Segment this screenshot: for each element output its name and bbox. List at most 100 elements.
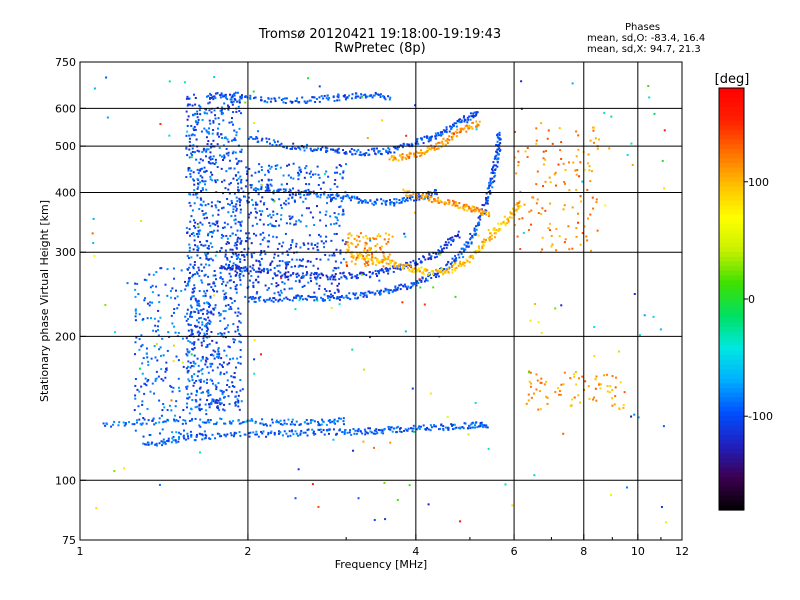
echo-point bbox=[304, 101, 307, 104]
echo-point bbox=[208, 421, 211, 424]
echo-point bbox=[255, 292, 258, 295]
echo-point bbox=[154, 422, 157, 425]
echo-point bbox=[330, 239, 333, 242]
echo-point bbox=[317, 505, 320, 508]
echo-point bbox=[235, 432, 238, 435]
echo-point bbox=[218, 401, 221, 404]
echo-point bbox=[401, 197, 404, 200]
echo-point bbox=[93, 87, 96, 90]
echo-point bbox=[323, 94, 326, 97]
echo-point bbox=[341, 149, 344, 152]
echo-point bbox=[273, 256, 276, 259]
echo-point bbox=[355, 275, 358, 278]
echo-point bbox=[357, 235, 360, 238]
echo-point bbox=[317, 233, 320, 236]
echo-point bbox=[158, 483, 161, 486]
echo-point bbox=[218, 314, 221, 317]
echo-point bbox=[199, 257, 202, 260]
echo-point bbox=[418, 427, 421, 430]
echo-point bbox=[317, 424, 320, 427]
echo-point bbox=[575, 235, 578, 238]
echo-point bbox=[225, 326, 228, 329]
echo-point bbox=[446, 138, 449, 141]
echo-point bbox=[336, 148, 339, 151]
echo-point bbox=[371, 259, 374, 262]
echo-point bbox=[299, 423, 302, 426]
echo-point bbox=[240, 94, 243, 97]
echo-point bbox=[545, 150, 548, 153]
echo-point bbox=[237, 361, 240, 364]
echo-point bbox=[622, 404, 625, 407]
echo-point bbox=[389, 259, 392, 262]
echo-point bbox=[329, 200, 332, 203]
echo-point bbox=[478, 208, 481, 211]
echo-point bbox=[356, 197, 359, 200]
echo-point bbox=[217, 347, 220, 350]
echo-point bbox=[345, 248, 348, 251]
echo-point bbox=[208, 343, 211, 346]
echo-point bbox=[190, 333, 193, 336]
colorbar-band bbox=[719, 495, 744, 502]
echo-point bbox=[427, 199, 430, 202]
echo-point bbox=[145, 279, 148, 282]
echo-point bbox=[364, 291, 367, 294]
echo-point bbox=[359, 291, 362, 294]
echo-point bbox=[235, 291, 238, 294]
echo-point bbox=[485, 198, 488, 201]
echo-point bbox=[124, 423, 127, 426]
echo-point bbox=[328, 418, 331, 421]
chart-subtitle: RwPretec (8p) bbox=[334, 41, 426, 56]
echo-point bbox=[151, 419, 154, 422]
echo-point bbox=[332, 96, 335, 99]
echo-point bbox=[376, 198, 379, 201]
echo-point bbox=[280, 218, 283, 221]
echo-point bbox=[412, 424, 415, 427]
echo-point bbox=[412, 190, 415, 193]
echo-point bbox=[267, 245, 270, 248]
echo-point bbox=[239, 211, 242, 214]
echo-point bbox=[484, 238, 487, 241]
echo-point bbox=[237, 311, 240, 314]
echo-point bbox=[286, 164, 289, 167]
echo-point bbox=[374, 201, 377, 204]
echo-point bbox=[336, 288, 339, 291]
echo-point bbox=[240, 178, 243, 181]
echo-point bbox=[229, 306, 232, 309]
colorbar-band bbox=[719, 500, 744, 506]
echo-point bbox=[374, 256, 377, 259]
echo-point bbox=[583, 225, 586, 228]
echo-point bbox=[228, 385, 231, 388]
echo-point bbox=[400, 263, 403, 266]
echo-point bbox=[190, 169, 193, 172]
echo-point bbox=[250, 254, 253, 257]
echo-point bbox=[474, 210, 477, 213]
echo-point bbox=[188, 193, 191, 196]
echo-point bbox=[348, 272, 351, 275]
echo-point bbox=[203, 437, 206, 440]
echo-point bbox=[233, 376, 236, 379]
echo-point bbox=[405, 134, 408, 137]
echo-point bbox=[181, 422, 184, 425]
echo-point bbox=[493, 227, 496, 230]
echo-point bbox=[454, 295, 457, 298]
echo-point bbox=[283, 422, 286, 425]
echo-point bbox=[571, 82, 574, 85]
colorbar-band bbox=[719, 261, 744, 267]
echo-point bbox=[205, 150, 208, 153]
echo-point bbox=[199, 229, 202, 232]
echo-point bbox=[226, 433, 229, 436]
echo-point bbox=[224, 249, 227, 252]
echo-point bbox=[463, 264, 466, 267]
echo-point bbox=[191, 376, 194, 379]
echo-point bbox=[330, 275, 333, 278]
echo-point bbox=[233, 92, 236, 95]
echo-point bbox=[256, 270, 259, 273]
echo-point bbox=[172, 386, 175, 389]
echo-point bbox=[148, 434, 151, 437]
echo-point bbox=[177, 437, 180, 440]
echo-point bbox=[327, 432, 330, 435]
echo-point bbox=[347, 237, 350, 240]
echo-point bbox=[194, 362, 197, 365]
echo-point bbox=[331, 274, 334, 277]
echo-point bbox=[309, 147, 312, 150]
